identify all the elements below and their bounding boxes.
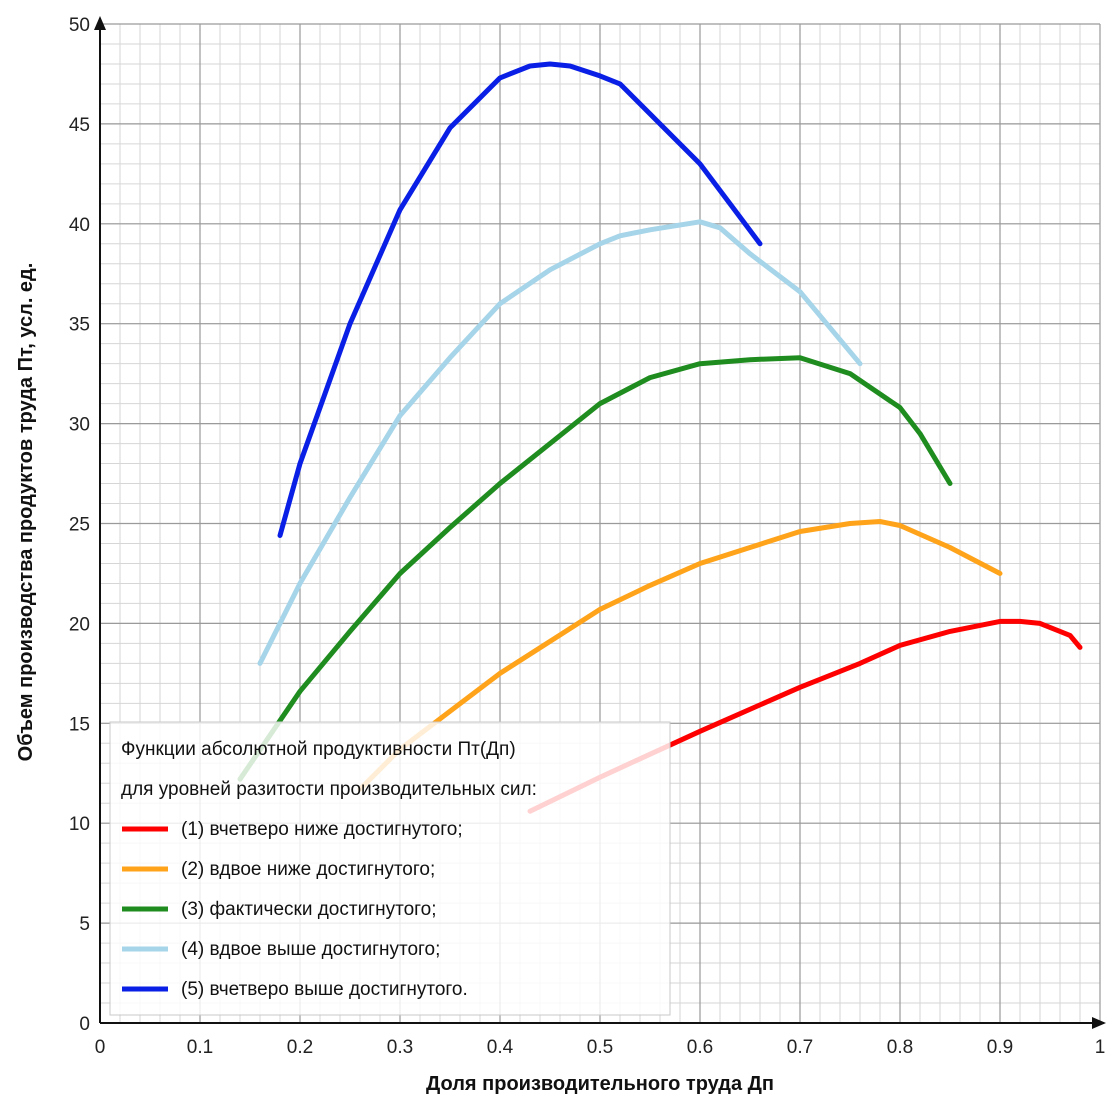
legend-title: для уровней разитости производительных с… [121,779,537,800]
x-tick-label: 0 [95,1037,106,1058]
x-tick-label: 0.6 [687,1037,713,1058]
x-tick-label: 0.7 [787,1037,813,1058]
y-tick-label: 0 [79,1014,90,1035]
y-tick-label: 15 [69,714,90,735]
series-line-1 [527,618,1083,814]
legend-title: Функции абсолютной продуктивности Пт(Дп) [121,739,516,760]
series-lines [237,61,1083,814]
x-tick-label: 0.5 [587,1037,613,1058]
y-tick-label: 40 [69,215,90,236]
x-tick-label: 0.9 [987,1037,1013,1058]
series-line-5 [277,61,763,538]
y-tick-label: 25 [69,515,90,536]
y-axis-label: Объем производства продуктов труда Пт, у… [15,263,37,762]
x-axis-label: Доля производительного труда Дп [426,1073,774,1095]
x-tick-label: 0.3 [387,1037,413,1058]
legend-entry-2: (2) вдвое ниже достигнутого; [181,859,435,880]
y-tick-label: 10 [69,814,90,835]
y-tick-label: 30 [69,415,90,436]
legend-box [109,721,671,1016]
y-tick-label: 20 [69,614,90,635]
y-tick-label: 5 [79,914,90,935]
series-line-2 [357,519,1003,792]
legend-entry-4: (4) вдвое выше достигнутого; [181,939,440,960]
legend-entry-1: (1) вчетверо ниже достигнутого; [181,819,463,840]
legend-entry-3: (3) фактически достигнутого; [181,899,437,920]
axes [94,16,1106,1029]
series-line-3 [237,355,953,782]
y-tick-label: 50 [69,15,90,36]
x-tick-label: 0.4 [487,1037,514,1058]
series-line-4 [257,219,863,666]
x-tick-label: 0.2 [287,1037,313,1058]
legend-entry-5: (5) вчетверо выше достигнутого. [181,979,468,1000]
x-tick-label: 0.1 [187,1037,213,1058]
y-tick-label: 45 [69,115,90,136]
x-tick-label: 0.8 [887,1037,913,1058]
x-tick-label: 1 [1095,1037,1106,1058]
legend: Функции абсолютной продуктивности Пт(Дп)… [109,721,671,1016]
y-tick-label: 35 [69,315,90,336]
tick-labels: 0 0.1 0.2 0.3 0.4 0.5 0.6 0.7 0.8 0.9 105101520253… [69,15,1105,1058]
